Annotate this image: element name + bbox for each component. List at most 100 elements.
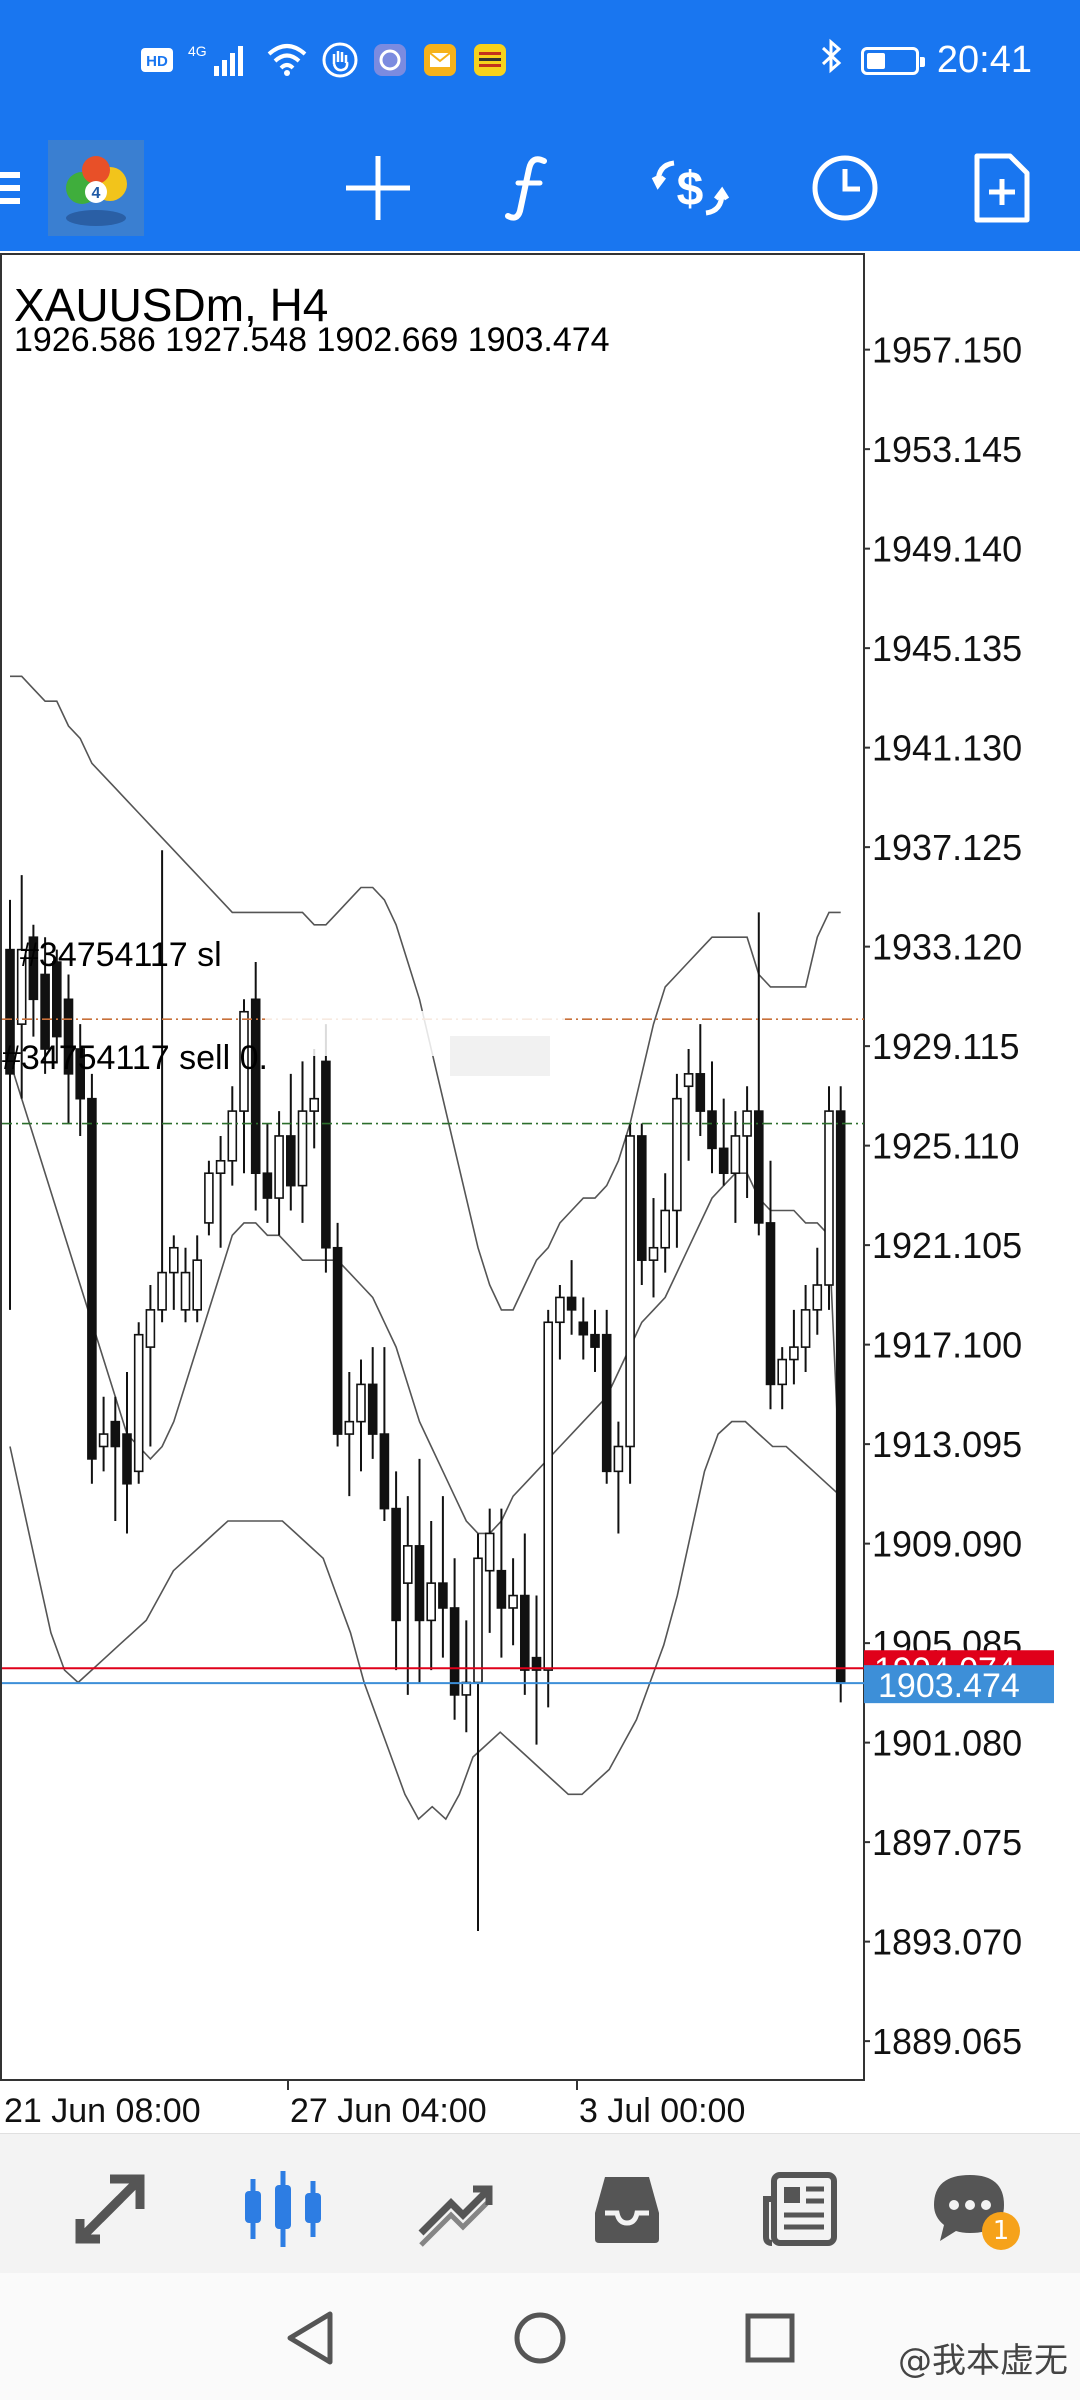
back-icon[interactable] bbox=[275, 2303, 345, 2373]
candle bbox=[590, 1309, 600, 1372]
price-label: 1953.145 bbox=[872, 429, 1022, 470]
bear-candle-body bbox=[262, 1172, 273, 1199]
candle bbox=[87, 1073, 97, 1484]
bull-candle-body bbox=[402, 1545, 413, 1584]
price-label: 1937.125 bbox=[872, 827, 1022, 868]
candle bbox=[707, 1061, 717, 1174]
system-nav: @我本虚无 bbox=[0, 2273, 1080, 2400]
candle bbox=[449, 1558, 460, 1720]
bear-candle-body bbox=[566, 1296, 577, 1311]
bid-label: 1903.474 bbox=[878, 1667, 1020, 1705]
bull-candle-body bbox=[683, 1073, 694, 1088]
candle bbox=[800, 1285, 811, 1372]
bear-candle-body bbox=[379, 1433, 390, 1510]
candle bbox=[309, 1048, 320, 1149]
bull-candle-body bbox=[356, 1383, 366, 1423]
watermark: @我本虚无 bbox=[898, 2341, 1068, 2381]
bull-candle-body bbox=[157, 1271, 167, 1311]
bear-candle-body bbox=[531, 1656, 542, 1671]
price-label: 1957.150 bbox=[872, 330, 1022, 371]
bear-candle-body bbox=[590, 1333, 600, 1348]
candle bbox=[250, 962, 261, 1211]
function-icon[interactable] bbox=[487, 143, 577, 233]
candle bbox=[555, 1285, 565, 1360]
price-label: 1901.080 bbox=[872, 1723, 1022, 1764]
bull-candle-body bbox=[484, 1532, 495, 1572]
bull-candle-body bbox=[180, 1271, 191, 1311]
trade-nav-icon[interactable] bbox=[410, 2164, 500, 2254]
time-axis: 21 Jun 08:00 27 Jun 04:00 3 Jul 00:00 bbox=[4, 2080, 745, 2130]
news-icon[interactable] bbox=[755, 2164, 845, 2254]
price-label: 1921.105 bbox=[872, 1225, 1022, 1266]
history-icon[interactable] bbox=[582, 2164, 672, 2254]
bull-candle-body bbox=[648, 1246, 659, 1261]
menu-icon[interactable] bbox=[0, 143, 40, 233]
price-label: 1925.110 bbox=[872, 1126, 1019, 1167]
candle bbox=[227, 1086, 238, 1186]
bull-candle-body bbox=[672, 1097, 682, 1212]
bear-candle-body bbox=[414, 1545, 425, 1622]
bluetooth-icon bbox=[819, 38, 843, 83]
bull-candle-body bbox=[169, 1246, 179, 1274]
chart-icon[interactable] bbox=[238, 2164, 328, 2254]
bear-candle-body bbox=[707, 1110, 717, 1150]
crosshair-icon[interactable] bbox=[333, 143, 423, 233]
candle bbox=[636, 1123, 647, 1286]
candle bbox=[789, 1309, 799, 1385]
mt4-logo[interactable]: 4 bbox=[48, 140, 144, 236]
bear-candle-body bbox=[718, 1147, 729, 1175]
order-sl-label[interactable]: #34754117 sl bbox=[20, 936, 222, 974]
candle bbox=[484, 1508, 495, 1633]
bear-candle-body bbox=[367, 1383, 378, 1435]
bear-candle-body bbox=[449, 1607, 460, 1696]
candle bbox=[753, 912, 764, 1236]
candle bbox=[145, 1285, 156, 1447]
hd-icon: HD bbox=[140, 42, 174, 78]
candle bbox=[133, 1322, 144, 1484]
candle bbox=[777, 1347, 788, 1410]
bull-candle-body bbox=[625, 1135, 635, 1448]
new-order-icon[interactable] bbox=[957, 143, 1047, 233]
status-icons: HD 4G bbox=[140, 42, 508, 78]
price-label: 1913.095 bbox=[872, 1424, 1022, 1465]
candle bbox=[496, 1508, 507, 1658]
candle bbox=[414, 1458, 425, 1683]
bull-candle-body bbox=[473, 1557, 483, 1684]
candle bbox=[321, 1024, 331, 1273]
price-chart[interactable]: 1957.150 1953.145 1949.140 1945.135 1941.130… bbox=[0, 251, 1080, 2133]
candle bbox=[718, 1098, 729, 1186]
bull-candle-body bbox=[613, 1445, 624, 1473]
candle bbox=[613, 1421, 624, 1534]
price-label: 1897.075 bbox=[872, 1822, 1022, 1863]
candle bbox=[391, 1471, 401, 1671]
bull-candle-body bbox=[145, 1309, 156, 1348]
bull-candle-body bbox=[98, 1433, 109, 1448]
recents-icon[interactable] bbox=[735, 2303, 805, 2373]
status-bar: HD 4G 20:41 bbox=[0, 0, 1080, 125]
candle bbox=[438, 1496, 448, 1658]
bear-candle-body bbox=[40, 973, 50, 1050]
home-icon[interactable] bbox=[505, 2303, 575, 2373]
candle bbox=[672, 1073, 682, 1248]
price-label: 1917.100 bbox=[872, 1325, 1022, 1366]
bull-candle-body bbox=[777, 1358, 788, 1386]
bull-candle-body bbox=[344, 1420, 355, 1435]
clock-icon[interactable] bbox=[800, 143, 890, 233]
order-sell-label[interactable]: #34754117 sell 0. bbox=[2, 1039, 268, 1077]
bear-candle-body bbox=[835, 1110, 846, 1684]
chat-icon[interactable]: 1 bbox=[920, 2164, 1020, 2254]
level-lines bbox=[2, 1018, 864, 1685]
trade-icon[interactable]: $ bbox=[645, 143, 735, 233]
bb-mid-line bbox=[9, 1061, 842, 1535]
candle bbox=[215, 1135, 226, 1248]
candle bbox=[379, 1347, 390, 1522]
price-label: 1929.115 bbox=[872, 1026, 1019, 1067]
chart-svg[interactable]: 1957.150 1953.145 1949.140 1945.135 1941.130… bbox=[0, 251, 1080, 2133]
candle bbox=[332, 1222, 343, 1447]
candle bbox=[5, 899, 15, 1310]
ohlc-text: 1926.586 1927.548 1902.669 1903.474 bbox=[14, 321, 610, 359]
bear-candle-body bbox=[321, 1060, 331, 1249]
quotes-icon[interactable] bbox=[65, 2164, 155, 2254]
signal-4g-icon: 4G bbox=[188, 42, 252, 78]
bull-candle-body bbox=[555, 1296, 565, 1324]
